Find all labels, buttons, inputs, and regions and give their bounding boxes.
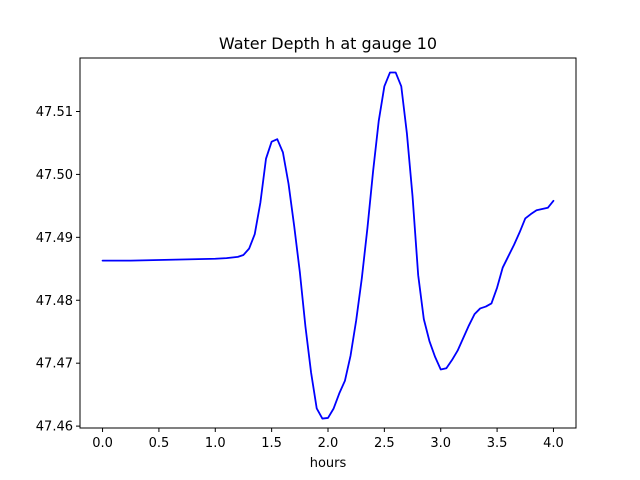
y-axis: 47.46 47.47 47.48 47.49 47.50 47.51 bbox=[36, 105, 80, 435]
y-tick-label: 47.51 bbox=[36, 105, 73, 120]
x-tick-label: 3.5 bbox=[487, 436, 508, 451]
x-axis: 0.0 0.5 1.0 1.5 2.0 2.5 3.0 3.5 4.0 bbox=[92, 428, 564, 451]
y-tick-label: 47.50 bbox=[36, 168, 73, 183]
plot-frame bbox=[79, 57, 577, 429]
y-tick-label: 47.47 bbox=[36, 357, 73, 372]
y-tick-label: 47.49 bbox=[36, 231, 73, 246]
x-tick-label: 0.0 bbox=[92, 436, 113, 451]
x-tick-label: 3.0 bbox=[430, 436, 451, 451]
y-tick-label: 47.46 bbox=[36, 420, 73, 435]
y-tick-label: 47.48 bbox=[36, 294, 73, 309]
x-tick-label: 4.0 bbox=[543, 436, 564, 451]
plot-area bbox=[80, 58, 576, 428]
series-line-0 bbox=[101, 71, 555, 420]
x-tick-label: 1.0 bbox=[205, 436, 226, 451]
x-axis-label: hours bbox=[310, 456, 347, 471]
x-tick-label: 2.5 bbox=[374, 436, 395, 451]
x-tick-label: 1.5 bbox=[261, 436, 282, 451]
x-tick-label: 0.5 bbox=[149, 436, 170, 451]
x-tick-label: 2.0 bbox=[318, 436, 339, 451]
series-layer bbox=[101, 71, 555, 420]
chart-title: Water Depth h at gauge 10 bbox=[219, 34, 437, 53]
